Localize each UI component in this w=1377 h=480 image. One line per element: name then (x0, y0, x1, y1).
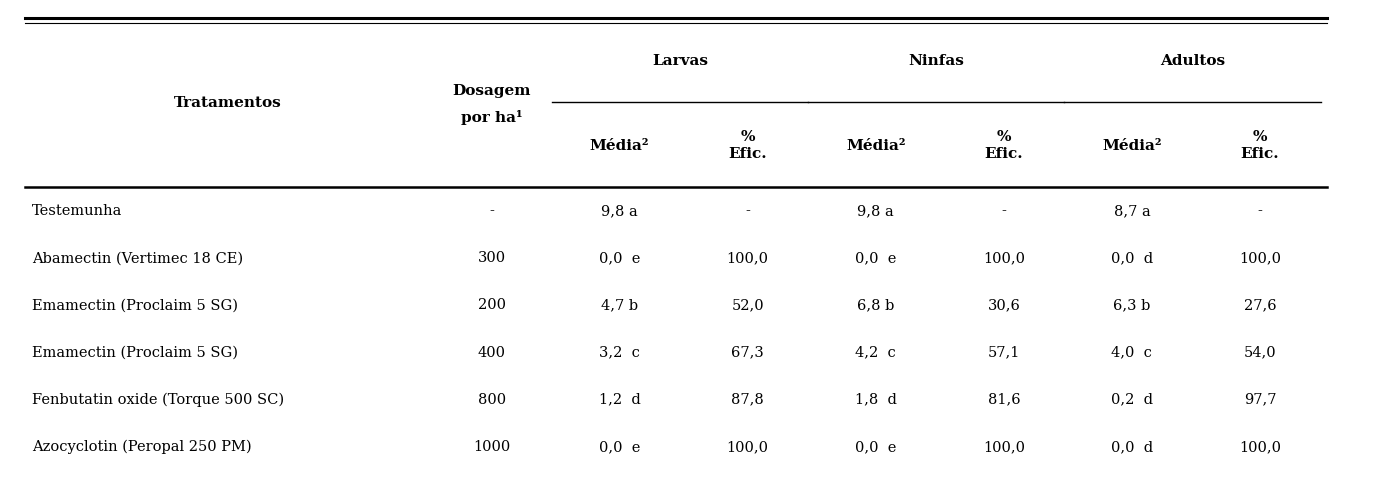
Text: Azocyclotin (Peropal 250 PM): Azocyclotin (Peropal 250 PM) (32, 439, 251, 453)
Text: por ha¹: por ha¹ (461, 110, 522, 125)
Text: %
Efic.: % Efic. (1241, 130, 1279, 160)
Text: Fenbutatin oxide (Torque 500 SC): Fenbutatin oxide (Torque 500 SC) (32, 392, 284, 406)
Text: 100,0: 100,0 (1239, 439, 1281, 453)
Text: 0,2  d: 0,2 d (1111, 392, 1153, 406)
Text: Emamectin (Proclaim 5 SG): Emamectin (Proclaim 5 SG) (32, 298, 238, 312)
Text: 0,0  e: 0,0 e (599, 439, 640, 453)
Text: 9,8 a: 9,8 a (858, 204, 894, 218)
Text: -: - (1001, 204, 1007, 218)
Text: 9,8 a: 9,8 a (602, 204, 638, 218)
Text: 27,6: 27,6 (1243, 298, 1276, 312)
Text: %
Efic.: % Efic. (728, 130, 767, 160)
Text: 0,0  e: 0,0 e (599, 251, 640, 265)
Text: 67,3: 67,3 (731, 345, 764, 359)
Text: 3,2  c: 3,2 c (599, 345, 640, 359)
Text: 0,0  e: 0,0 e (855, 251, 896, 265)
Text: Média²: Média² (845, 138, 906, 152)
Text: 800: 800 (478, 392, 505, 406)
Text: 0,0  d: 0,0 d (1111, 439, 1153, 453)
Text: 6,8 b: 6,8 b (856, 298, 895, 312)
Text: -: - (489, 204, 494, 218)
Text: Emamectin (Proclaim 5 SG): Emamectin (Proclaim 5 SG) (32, 345, 238, 359)
Text: Média²: Média² (1102, 138, 1162, 152)
Text: 30,6: 30,6 (987, 298, 1020, 312)
Text: Tratamentos: Tratamentos (174, 96, 282, 110)
Text: 200: 200 (478, 298, 505, 312)
Text: -: - (1257, 204, 1263, 218)
Text: 0,0  d: 0,0 d (1111, 251, 1153, 265)
Text: 54,0: 54,0 (1243, 345, 1276, 359)
Text: 8,7 a: 8,7 a (1114, 204, 1150, 218)
Text: 400: 400 (478, 345, 505, 359)
Text: Dosagem: Dosagem (452, 84, 532, 98)
Text: 1,8  d: 1,8 d (855, 392, 896, 406)
Text: Média²: Média² (589, 138, 650, 152)
Text: 1000: 1000 (472, 439, 511, 453)
Text: 100,0: 100,0 (727, 251, 768, 265)
Text: 4,0  c: 4,0 c (1111, 345, 1153, 359)
Text: 300: 300 (478, 251, 505, 265)
Text: 0,0  e: 0,0 e (855, 439, 896, 453)
Text: 4,2  c: 4,2 c (855, 345, 896, 359)
Text: Ninfas: Ninfas (909, 54, 964, 68)
Text: Testemunha: Testemunha (32, 204, 123, 218)
Text: Abamectin (Vertimec 18 CE): Abamectin (Vertimec 18 CE) (32, 251, 242, 265)
Text: 81,6: 81,6 (987, 392, 1020, 406)
Text: 6,3 b: 6,3 b (1113, 298, 1151, 312)
Text: 100,0: 100,0 (727, 439, 768, 453)
Text: 100,0: 100,0 (983, 251, 1024, 265)
Text: -: - (745, 204, 750, 218)
Text: Larvas: Larvas (653, 54, 708, 68)
Text: 1,2  d: 1,2 d (599, 392, 640, 406)
Text: Adultos: Adultos (1159, 54, 1226, 68)
Text: 97,7: 97,7 (1243, 392, 1276, 406)
Text: 87,8: 87,8 (731, 392, 764, 406)
Text: 100,0: 100,0 (983, 439, 1024, 453)
Text: 57,1: 57,1 (987, 345, 1020, 359)
Text: 52,0: 52,0 (731, 298, 764, 312)
Text: 4,7 b: 4,7 b (602, 298, 638, 312)
Text: %
Efic.: % Efic. (985, 130, 1023, 160)
Text: 100,0: 100,0 (1239, 251, 1281, 265)
